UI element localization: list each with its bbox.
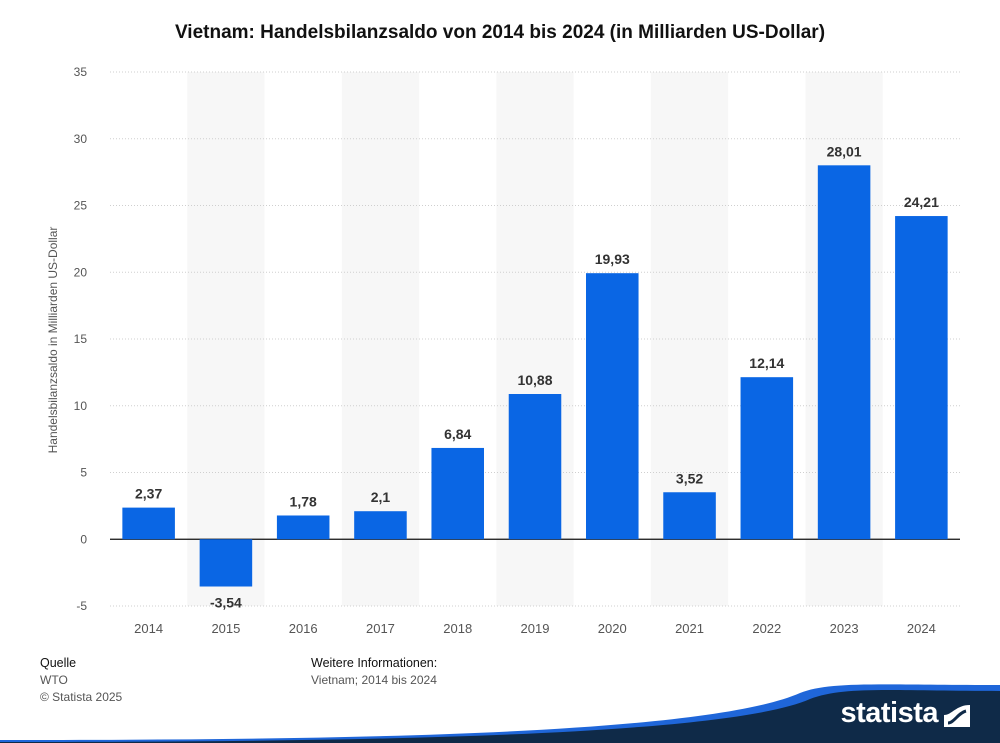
value-label: 2,1 — [371, 489, 391, 505]
bar-2022 — [740, 377, 794, 540]
x-tick-label: 2017 — [366, 621, 395, 636]
statista-banner: statista — [0, 673, 1000, 743]
value-label: 19,93 — [595, 251, 630, 267]
banner-wave — [0, 684, 1000, 743]
value-label: -3,54 — [210, 595, 242, 611]
statista-logo-icon — [944, 705, 970, 727]
value-label: 3,52 — [676, 470, 703, 486]
value-label: 2,37 — [135, 486, 162, 502]
bar-2023 — [817, 165, 871, 540]
bar-2024 — [895, 216, 948, 540]
info-value: Vietnam; 2014 bis 2024 — [311, 673, 437, 687]
y-tick-label: 5 — [80, 466, 87, 480]
bar-2019 — [508, 394, 562, 540]
bars — [122, 165, 948, 587]
x-tick-label: 2023 — [830, 621, 859, 636]
value-label: 28,01 — [827, 143, 862, 159]
value-label: 1,78 — [290, 493, 317, 509]
band-2015 — [187, 72, 265, 606]
copyright: © Statista 2025 — [40, 690, 123, 704]
x-tick-label: 2024 — [907, 621, 936, 636]
bar-2016 — [276, 515, 330, 540]
source-value: WTO — [40, 673, 68, 687]
y-tick-label: 35 — [74, 65, 88, 79]
value-label: 12,14 — [749, 355, 784, 371]
x-tick-label: 2021 — [675, 621, 704, 636]
x-tick-label: 2016 — [289, 621, 318, 636]
x-tick-label: 2014 — [134, 621, 163, 636]
y-tick-label: 25 — [74, 199, 88, 213]
statista-logo-text[interactable]: statista — [840, 697, 938, 729]
source-block: Quelle WTO © Statista 2025 — [40, 655, 122, 706]
bar-2017 — [354, 511, 407, 540]
y-tick-label: 20 — [74, 265, 88, 279]
info-heading: Weitere Informationen: — [311, 656, 438, 670]
y-tick-label: 30 — [74, 132, 88, 146]
y-axis-label: Handelsbilanzsaldo in Milliarden US-Doll… — [46, 227, 60, 454]
x-tick-label: 2015 — [211, 621, 240, 636]
value-label: 24,21 — [904, 194, 939, 210]
y-tick-label: 0 — [80, 532, 87, 546]
x-tick-label: 2020 — [598, 621, 627, 636]
x-tick-label: 2019 — [521, 621, 550, 636]
bar-2018 — [431, 447, 484, 540]
x-axis-ticks: 2014 2015 2016 2017 2018 2019 2020 2021 2022 2023… — [134, 621, 936, 636]
bar-2014 — [122, 507, 175, 540]
x-tick-label: 2022 — [752, 621, 781, 636]
bar-2021 — [663, 492, 716, 540]
value-labels: 2,37 -3,54 1,78 2,1 6,84 10,88 19,93 3,52 12,14 2… — [135, 143, 939, 610]
value-label: 10,88 — [517, 372, 552, 388]
x-tick-label: 2018 — [443, 621, 472, 636]
bar-2015 — [199, 539, 253, 587]
bar-2020 — [586, 273, 639, 540]
info-block: Weitere Informationen: Vietnam; 2014 bis… — [311, 655, 437, 689]
y-tick-label: 15 — [74, 332, 88, 346]
chart-title: Vietnam: Handelsbilanzsaldo von 2014 bis… — [174, 22, 826, 43]
y-tick-label: -5 — [76, 599, 87, 613]
y-tick-label: 10 — [74, 399, 88, 413]
value-label: 6,84 — [444, 426, 471, 442]
source-heading: Quelle — [40, 656, 77, 670]
